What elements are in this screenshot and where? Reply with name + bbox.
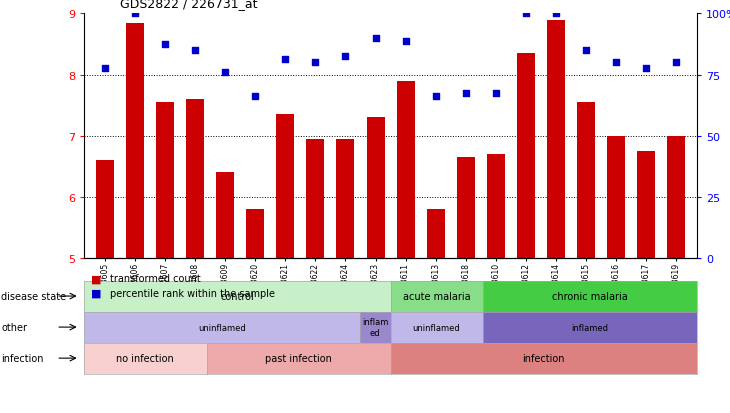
Text: no infection: no infection	[116, 353, 174, 363]
Bar	[337, 139, 355, 258]
Bar	[667, 136, 685, 258]
Point	[250, 93, 261, 100]
Text: control: control	[220, 291, 254, 301]
Text: acute malaria: acute malaria	[403, 291, 470, 301]
Text: inflamed: inflamed	[572, 323, 608, 332]
Text: transformed count: transformed count	[110, 274, 200, 284]
Point	[129, 11, 141, 18]
Point	[189, 47, 201, 54]
Text: infection: infection	[1, 353, 44, 363]
Bar	[366, 118, 385, 258]
Text: GDS2822 / 226731_at: GDS2822 / 226731_at	[120, 0, 258, 10]
Text: disease state: disease state	[1, 291, 66, 301]
Text: ■: ■	[91, 274, 101, 284]
Bar	[96, 161, 114, 258]
Point	[670, 60, 682, 66]
Point	[310, 60, 321, 66]
Text: ■: ■	[91, 288, 101, 298]
Point	[99, 66, 111, 73]
Point	[580, 47, 592, 54]
Point	[159, 42, 171, 48]
Bar	[577, 103, 595, 258]
Bar	[637, 152, 655, 258]
Point	[369, 36, 381, 42]
Point	[460, 90, 472, 97]
Bar	[517, 54, 535, 258]
Point	[640, 66, 652, 73]
Point	[430, 93, 442, 100]
Bar	[246, 209, 264, 258]
Point	[520, 11, 531, 18]
Point	[220, 69, 231, 76]
Text: chronic malaria: chronic malaria	[552, 291, 628, 301]
Bar	[457, 158, 475, 258]
Bar	[426, 209, 445, 258]
Bar	[547, 21, 565, 258]
Text: other: other	[1, 322, 28, 332]
Text: infection: infection	[523, 353, 565, 363]
Text: uninflamed: uninflamed	[412, 323, 461, 332]
Bar	[487, 154, 504, 258]
Text: percentile rank within the sample: percentile rank within the sample	[110, 288, 274, 298]
Point	[610, 60, 622, 66]
Text: past infection: past infection	[265, 353, 332, 363]
Point	[400, 38, 412, 45]
Bar	[186, 100, 204, 258]
Bar	[396, 81, 415, 258]
Point	[280, 57, 291, 64]
Point	[490, 90, 502, 97]
Bar	[216, 173, 234, 258]
Bar	[126, 24, 144, 258]
Text: inflam
ed: inflam ed	[362, 318, 388, 337]
Bar	[156, 103, 174, 258]
Text: uninflamed: uninflamed	[198, 323, 246, 332]
Bar	[307, 139, 324, 258]
Point	[339, 54, 351, 60]
Bar	[607, 136, 625, 258]
Point	[550, 11, 561, 18]
Bar	[277, 115, 294, 258]
